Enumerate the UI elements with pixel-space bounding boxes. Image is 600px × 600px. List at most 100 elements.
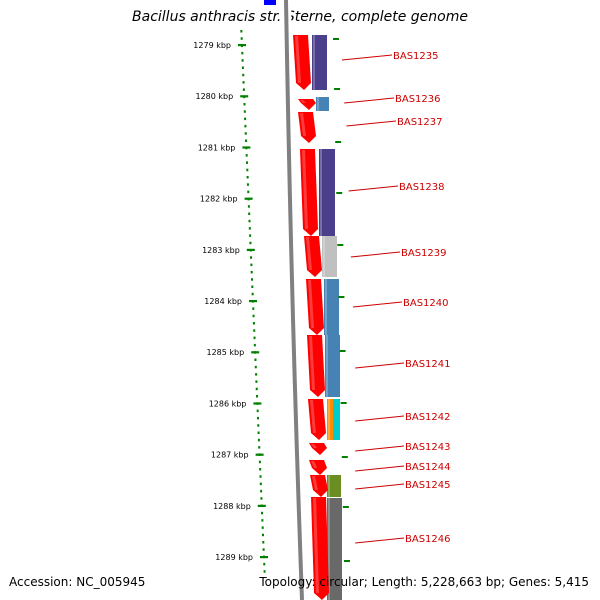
cog-block-secondary bbox=[333, 399, 340, 440]
ruler-dot bbox=[241, 66, 244, 69]
ruler-dot bbox=[260, 489, 263, 493]
ruler-tick bbox=[249, 300, 257, 303]
accession-text: Accession: NC_005945 bbox=[9, 575, 146, 589]
ruler-tick bbox=[257, 504, 266, 507]
label-leader bbox=[341, 54, 393, 61]
ruler-dot bbox=[257, 424, 260, 427]
ruler-dot bbox=[242, 81, 245, 84]
right-tick bbox=[342, 506, 349, 508]
ruler-tick-label: 1279 kbp bbox=[193, 41, 231, 50]
ruler-dot bbox=[245, 154, 248, 157]
ruler-dot bbox=[252, 314, 255, 318]
cog-block-shine bbox=[313, 35, 315, 90]
ruler-dot bbox=[251, 292, 254, 296]
label-leader bbox=[344, 97, 395, 104]
cog-block-shine bbox=[320, 149, 322, 236]
label-leader bbox=[355, 415, 405, 422]
ruler-dot bbox=[261, 511, 264, 515]
gene-arrow-shine bbox=[310, 400, 316, 433]
ruler-dot bbox=[247, 190, 250, 194]
label-leader bbox=[352, 301, 403, 308]
ruler-dot bbox=[256, 409, 259, 413]
right-tick bbox=[341, 456, 348, 458]
backbone bbox=[264, 0, 307, 600]
cog-block bbox=[312, 35, 327, 90]
label-leader bbox=[355, 537, 405, 544]
ruler-dot bbox=[254, 365, 257, 369]
cog-block bbox=[319, 149, 335, 236]
ruler-dot bbox=[247, 205, 250, 208]
ruler-dot bbox=[241, 51, 244, 55]
right-tick bbox=[334, 88, 341, 90]
ruler-dot bbox=[240, 30, 243, 33]
gene-label-bas1241: BAS1241 bbox=[405, 359, 451, 370]
cog-block bbox=[324, 279, 339, 335]
right-tick bbox=[336, 192, 343, 194]
gene-arrow-shine bbox=[295, 36, 301, 83]
ruler-dot bbox=[242, 88, 245, 91]
cog-block bbox=[327, 475, 341, 497]
ruler-dot bbox=[242, 73, 245, 77]
ruler-dot bbox=[258, 446, 261, 449]
ruler-dot bbox=[253, 343, 256, 347]
ruler-tick bbox=[251, 351, 260, 354]
ruler-dot bbox=[254, 358, 257, 361]
ruler-dot bbox=[248, 227, 251, 230]
gene-label-bas1243: BAS1243 bbox=[405, 442, 451, 453]
ruler-tick bbox=[253, 402, 262, 405]
ruler-dot bbox=[244, 117, 247, 121]
ruler-tick-label: 1283 kbp bbox=[202, 246, 240, 255]
right-tick bbox=[344, 560, 350, 562]
ruler-dot bbox=[243, 103, 246, 106]
cog-block-shine bbox=[328, 498, 330, 600]
ruler-tick bbox=[255, 453, 264, 456]
ruler-dot bbox=[255, 380, 258, 383]
cog-block-shine bbox=[317, 97, 319, 111]
ruler-dot bbox=[250, 263, 253, 267]
ruler-dot bbox=[248, 212, 251, 215]
gene-arrow-shine bbox=[311, 461, 317, 468]
ruler-dot bbox=[257, 438, 260, 442]
gene-arrow-shine bbox=[300, 113, 306, 136]
cog-block bbox=[327, 498, 342, 600]
backbone-line bbox=[284, 0, 304, 600]
label-leader bbox=[350, 251, 401, 258]
ruler-tick-label: 1287 kbp bbox=[211, 451, 249, 460]
gene-arrow-shine bbox=[308, 280, 314, 328]
ruler-tick-label: 1282 kbp bbox=[200, 195, 238, 204]
right-tick bbox=[337, 244, 344, 246]
gene-label-bas1242: BAS1242 bbox=[405, 412, 451, 423]
ruler-dots bbox=[240, 30, 266, 573]
ruler-dot bbox=[251, 285, 254, 288]
ruler-dot bbox=[252, 322, 255, 325]
ruler-dot bbox=[253, 336, 256, 340]
ruler-tick bbox=[240, 95, 249, 98]
right-ticks bbox=[333, 38, 350, 562]
ruler-dot bbox=[248, 219, 251, 223]
ruler-dot bbox=[250, 256, 253, 259]
gene-arrow-shine bbox=[306, 237, 312, 270]
ruler-tick bbox=[246, 248, 255, 251]
label-leader bbox=[348, 185, 399, 192]
ruler-dot bbox=[246, 176, 249, 179]
ruler-dot bbox=[262, 548, 265, 551]
ruler-dot bbox=[244, 132, 247, 135]
ruler-dot bbox=[251, 278, 254, 281]
ruler-tick bbox=[260, 556, 268, 559]
cog-block-shine bbox=[323, 236, 325, 277]
ruler-dot bbox=[256, 416, 259, 420]
label-leader bbox=[355, 465, 405, 472]
label-leader bbox=[355, 483, 405, 490]
topology-text: Topology: circular; Length: 5,228,663 bp… bbox=[259, 575, 589, 589]
label-leader bbox=[346, 120, 397, 127]
ruler-dot bbox=[246, 161, 249, 164]
right-tick bbox=[340, 402, 347, 404]
ruler-ticks: 1279 kbp 1280 kbp 1281 kbp 1282 kbp 1283 kbp… bbox=[193, 41, 268, 562]
gene-label-bas1235: BAS1235 bbox=[393, 51, 439, 62]
ruler-tick-label: 1286 kbp bbox=[209, 399, 247, 408]
ruler-dot bbox=[252, 307, 255, 310]
ruler-dot bbox=[260, 497, 263, 500]
ruler-tick-label: 1280 kbp bbox=[195, 92, 233, 101]
gene-label-bas1245: BAS1245 bbox=[405, 480, 451, 491]
